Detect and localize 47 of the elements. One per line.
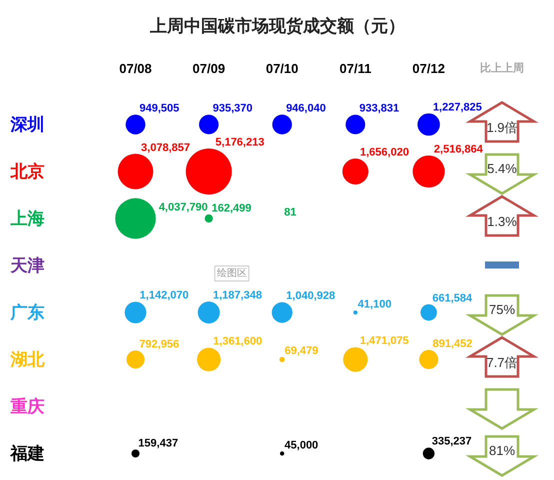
data-label: 75% [488,302,516,317]
data-label: 81% [488,443,516,458]
data-label: 1.3% [487,214,518,229]
data-label: 81 [284,206,296,218]
data-label: 1.9倍 [486,120,518,135]
data-label: 891,452 [432,338,472,350]
data-label: 162,499 [212,202,252,214]
category-label: 07/10 [266,61,298,76]
data-label: 933,831 [359,102,400,115]
data-label: 1,040,928 [286,290,336,302]
data-label: 1,187,348 [213,289,262,302]
legend-label: 重庆 [10,397,44,416]
data-label: 335,237 [432,436,472,448]
data-label: 4,037,790 [158,201,208,214]
legend-label: 福建 [10,444,44,463]
data-label: 3,078,857 [141,142,190,154]
category-label: 07/11 [339,61,372,76]
data-label: 1,361,600 [213,336,262,348]
data-label: 1,471,075 [360,335,409,348]
data-label: 949,505 [139,102,180,115]
data-label: 946,040 [286,102,326,115]
category-label: 07/09 [192,61,226,76]
data-label: 5,176,213 [215,136,264,148]
data-label: 1,227,825 [432,101,482,114]
data-label: 792,956 [139,338,180,350]
category-label: 07/08 [119,61,152,76]
legend-label: 北京 [10,162,44,181]
data-label: 5.4% [487,161,518,176]
data-label: 45,000 [284,439,318,452]
data-label: 661,584 [432,292,473,304]
text: 上周中国碳市场现货成交额（元） [149,16,405,36]
data-label: 935,370 [212,102,253,115]
legend-label: 深圳 [10,115,44,134]
legend-label: 上海 [10,209,44,228]
text: 绘图区 [216,267,247,279]
category-label: 比上上周 [480,62,524,74]
legend-label: 广东 [10,303,44,322]
category-label: 07/12 [412,61,445,76]
data-label: 1,142,070 [140,290,189,302]
data-label: 2,516,864 [434,143,484,156]
legend-label: 天津 [10,256,44,275]
data-label: 69,479 [284,344,318,357]
data-label: 159,437 [138,437,178,450]
data-label: 1,656,020 [360,146,409,158]
legend-label: 湖北 [10,350,46,369]
data-label: 7.7倍 [486,355,518,370]
data-label: 41,100 [358,298,392,310]
